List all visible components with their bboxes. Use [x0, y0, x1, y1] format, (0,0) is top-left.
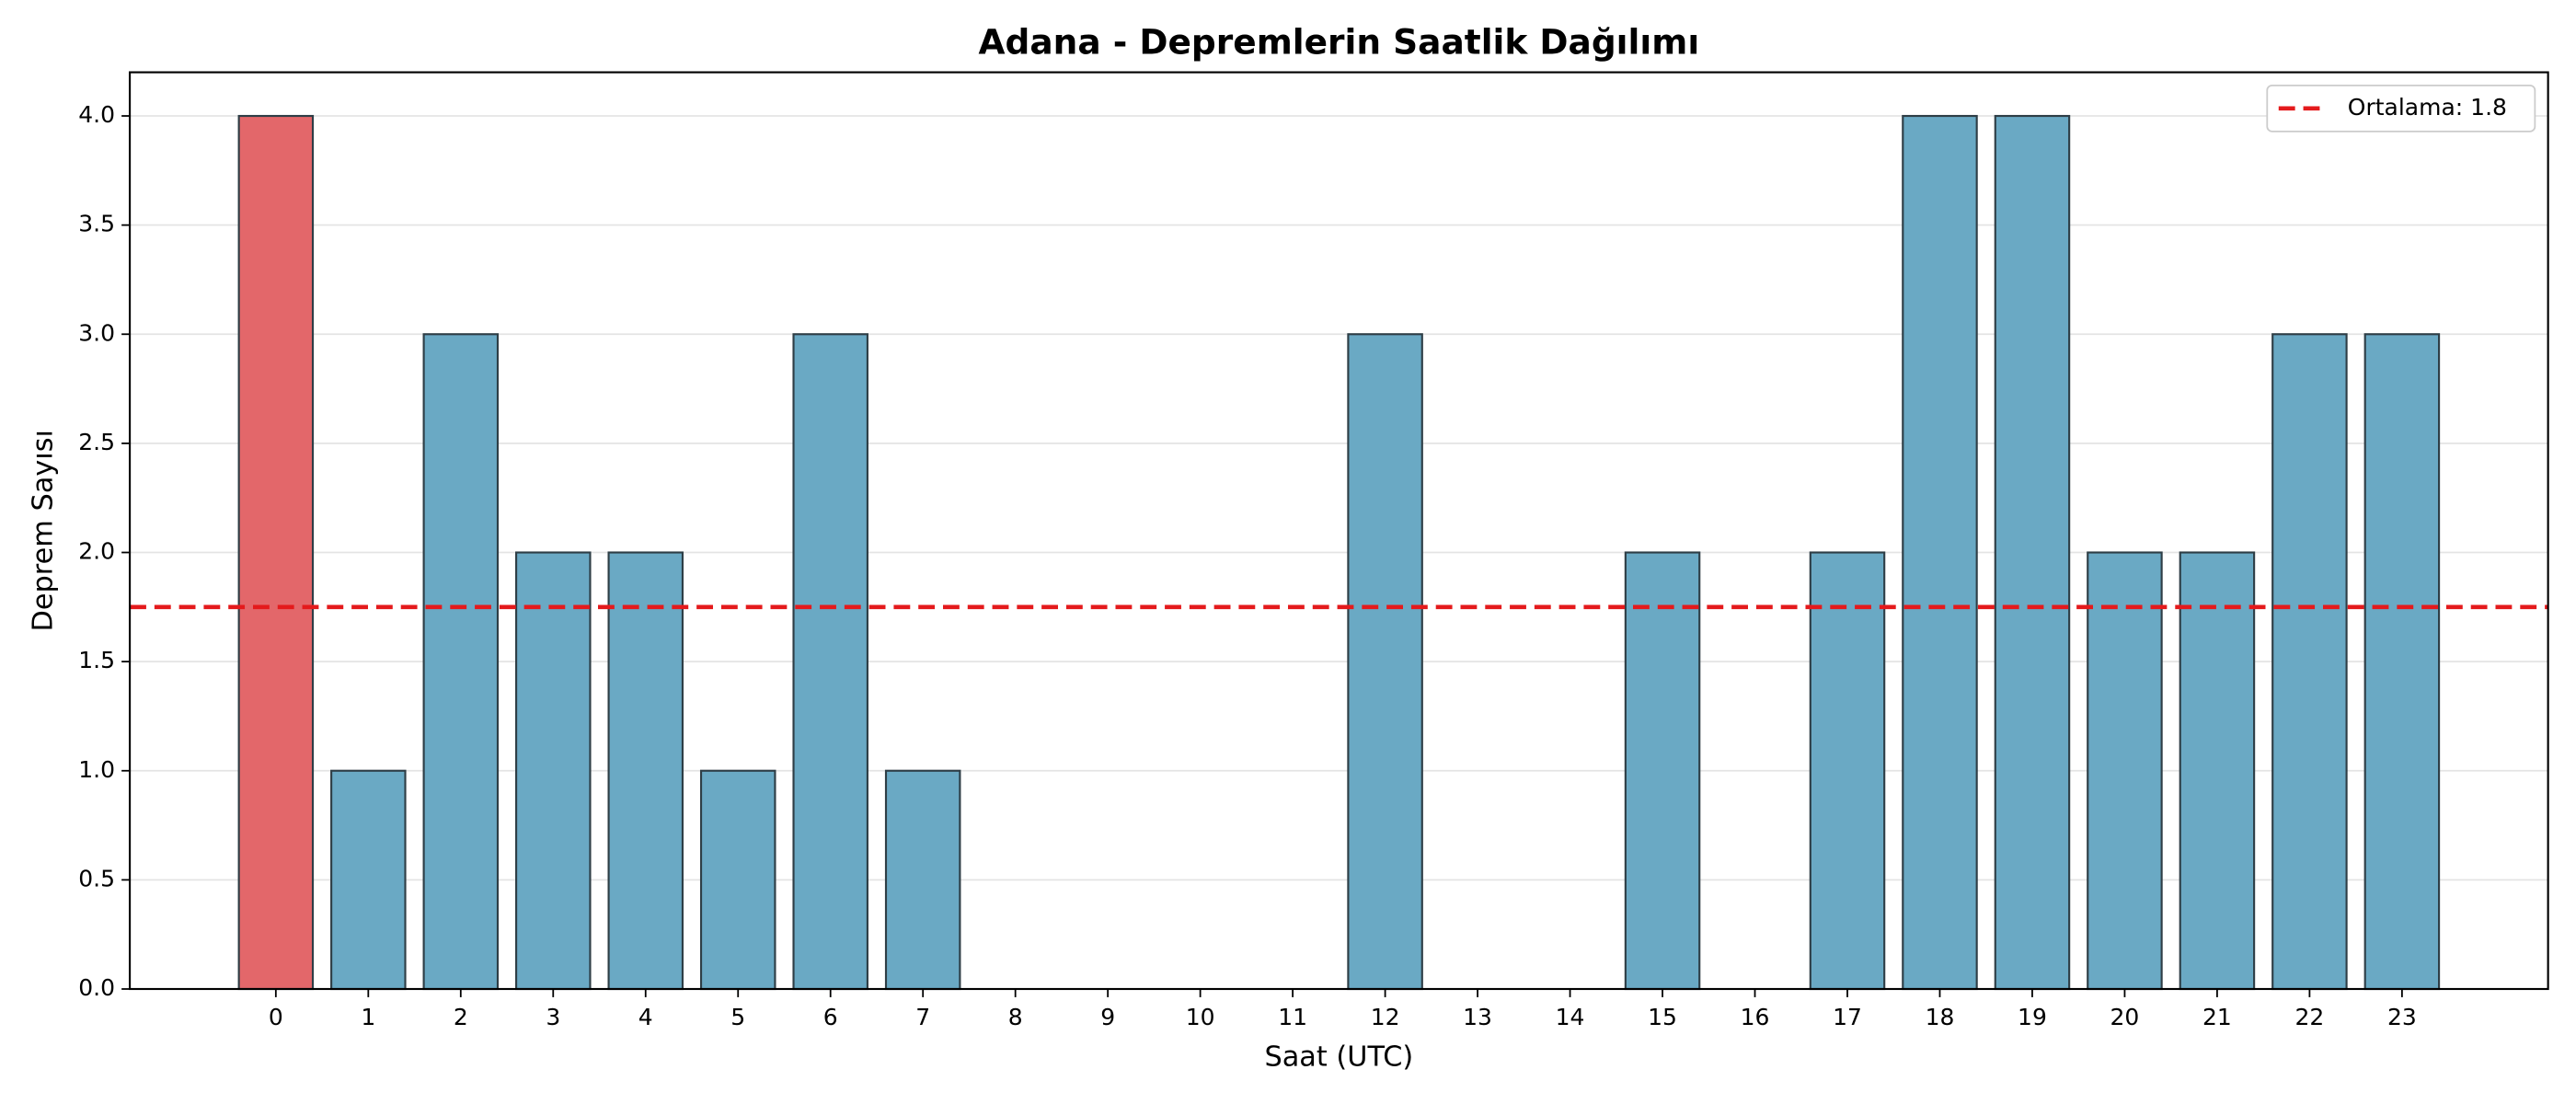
x-tick-label: 1 — [361, 1004, 375, 1030]
bar — [1347, 333, 1423, 991]
x-tick-label: 20 — [2110, 1004, 2140, 1030]
bar — [884, 769, 961, 991]
x-tick-label: 16 — [1741, 1004, 1770, 1030]
bar — [2087, 551, 2163, 991]
y-tick-label: 1.5 — [78, 647, 115, 673]
x-tick-label: 14 — [1556, 1004, 1585, 1030]
bar — [1624, 551, 1701, 991]
bar — [1994, 114, 2071, 991]
bar — [1902, 114, 1978, 991]
bar — [330, 769, 407, 991]
y-tick-label: 2.5 — [78, 429, 115, 455]
y-tick-label: 4.0 — [78, 101, 115, 128]
y-tick-label: 2.0 — [78, 538, 115, 565]
bar — [2363, 333, 2441, 991]
axes-frame — [128, 71, 2549, 991]
x-tick-label: 6 — [823, 1004, 838, 1030]
y-axis-label: Deprem Sayısı — [28, 430, 60, 631]
x-tick-label: 4 — [638, 1004, 653, 1030]
bar — [2179, 551, 2256, 991]
x-tick-label: 2 — [454, 1004, 468, 1030]
chart-title: Adana - Depremlerin Saatlik Dağılımı — [979, 22, 1700, 63]
bar — [792, 333, 868, 991]
x-tick-label: 23 — [2387, 1004, 2417, 1030]
bar — [607, 551, 684, 991]
bar — [422, 333, 500, 991]
x-tick-label: 18 — [1926, 1004, 1955, 1030]
bar — [699, 769, 776, 991]
x-tick-label: 9 — [1100, 1004, 1115, 1030]
x-tick-label: 12 — [1371, 1004, 1400, 1030]
legend-box — [2266, 84, 2536, 132]
y-tick-label: 1.0 — [78, 756, 115, 783]
x-tick-label: 11 — [1278, 1004, 1307, 1030]
x-tick-label: 22 — [2294, 1004, 2324, 1030]
y-tick-label: 3.0 — [78, 319, 115, 346]
legend: Ortalama: 1.8 — [2266, 84, 2536, 132]
x-tick-label: 0 — [269, 1004, 283, 1030]
bar — [1809, 551, 1886, 991]
bar — [515, 551, 592, 991]
x-tick-label: 17 — [1833, 1004, 1862, 1030]
x-tick-label: 3 — [546, 1004, 560, 1030]
x-tick-label: 13 — [1463, 1004, 1492, 1030]
bar — [2271, 333, 2348, 991]
x-axis-label: Saat (UTC) — [1264, 1041, 1413, 1074]
x-tick-label: 10 — [1186, 1004, 1215, 1030]
x-tick-label: 19 — [2018, 1004, 2047, 1030]
x-tick-label: 8 — [1008, 1004, 1023, 1030]
legend-label: Ortalama: 1.8 — [2348, 94, 2507, 121]
x-tick-label: 21 — [2202, 1004, 2232, 1030]
y-tick-label: 3.5 — [78, 211, 115, 237]
y-tick-label: 0.0 — [78, 974, 115, 1001]
bar — [237, 114, 315, 991]
y-tick-label: 0.5 — [78, 865, 115, 891]
x-tick-label: 15 — [1648, 1004, 1677, 1030]
x-tick-label: 5 — [730, 1004, 745, 1030]
x-tick-label: 7 — [915, 1004, 930, 1030]
